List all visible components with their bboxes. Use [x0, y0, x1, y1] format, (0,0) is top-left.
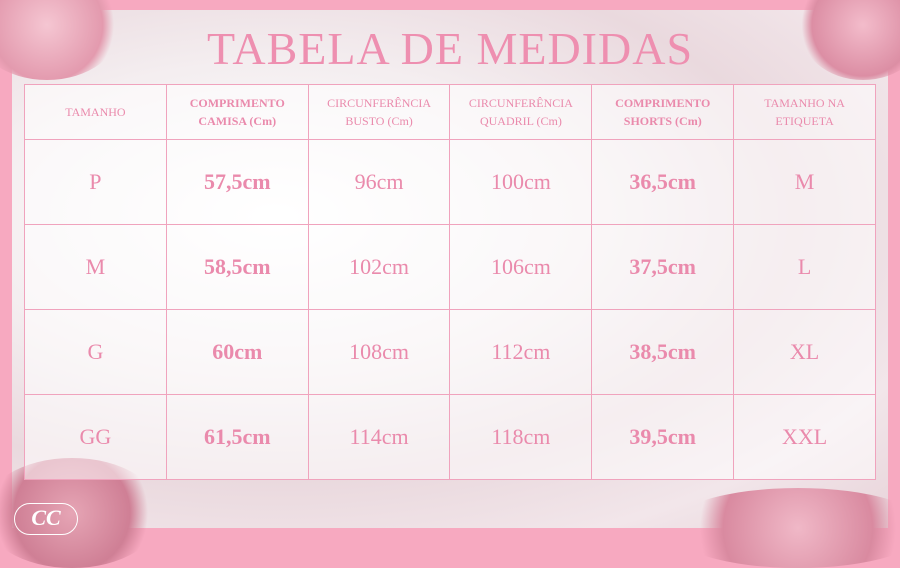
- table-cell: GG: [24, 394, 167, 480]
- table-cell: 102cm: [307, 224, 451, 310]
- table-row: P 57,5cm 96cm 100cm 36,5cm M: [24, 139, 876, 225]
- column-header: COMPRIMENTO SHORTS (Cm): [591, 84, 735, 140]
- table-cell: 36,5cm: [591, 139, 735, 225]
- table-row: GG 61,5cm 114cm 118cm 39,5cm XXL: [24, 394, 876, 480]
- table-cell: 61,5cm: [165, 394, 309, 480]
- column-header: CIRCUNFERÊNCIA QUADRIL (Cm): [449, 84, 593, 140]
- table-cell: 118cm: [449, 394, 593, 480]
- page-title: TABELA DE MEDIDAS: [206, 23, 694, 74]
- table-cell: 114cm: [307, 394, 451, 480]
- header-row: TAMANHO COMPRIMENTO CAMISA (Cm) CIRCUNFERÊ…: [24, 84, 876, 140]
- table-cell: 100cm: [449, 139, 593, 225]
- table-cell: XL: [733, 309, 876, 395]
- table-cell: 108cm: [307, 309, 451, 395]
- table-cell: 106cm: [449, 224, 593, 310]
- table-cell: 39,5cm: [591, 394, 735, 480]
- table-cell: 96cm: [307, 139, 451, 225]
- silk-decoration: [668, 488, 900, 568]
- column-header: TAMANHO NA ETIQUETA: [733, 84, 876, 140]
- table-row: M 58,5cm 102cm 106cm 37,5cm L: [24, 224, 876, 310]
- table-cell: 57,5cm: [165, 139, 309, 225]
- table-cell: 60cm: [165, 309, 309, 395]
- table-cell: M: [733, 139, 876, 225]
- table-row: G 60cm 108cm 112cm 38,5cm XL: [24, 309, 876, 395]
- brand-logo: CC: [14, 503, 78, 535]
- table-cell: 38,5cm: [591, 309, 735, 395]
- table-cell: G: [24, 309, 167, 395]
- table-cell: M: [24, 224, 167, 310]
- table-cell: 37,5cm: [591, 224, 735, 310]
- size-table: TAMANHO COMPRIMENTO CAMISA (Cm) CIRCUNFERÊ…: [24, 84, 876, 480]
- table-cell: 58,5cm: [165, 224, 309, 310]
- table-cell: L: [733, 224, 876, 310]
- column-header: COMPRIMENTO CAMISA (Cm): [165, 84, 309, 140]
- table-cell: P: [24, 139, 167, 225]
- table-cell: 112cm: [449, 309, 593, 395]
- table-cell: XXL: [733, 394, 876, 480]
- column-header: TAMANHO: [24, 84, 167, 140]
- column-header: CIRCUNFERÊNCIA BUSTO (Cm): [307, 84, 451, 140]
